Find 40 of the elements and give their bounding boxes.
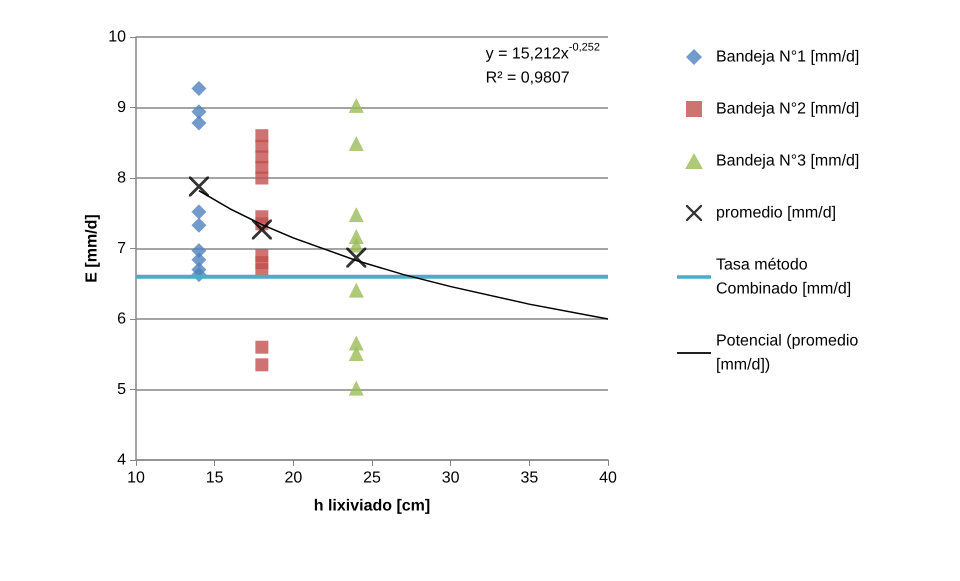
x-tick-label: 25 <box>363 470 381 486</box>
x-tick-label: 20 <box>284 470 302 486</box>
point <box>191 80 206 96</box>
legend-label: Bandeja N°1 [mm/d] <box>716 48 860 66</box>
legend-label: Bandeja N°3 [mm/d] <box>716 152 860 170</box>
point <box>346 248 366 268</box>
point <box>191 116 206 131</box>
y-axis-title: E [mm/d] <box>84 214 100 283</box>
point <box>255 358 268 372</box>
point <box>348 346 364 362</box>
point <box>348 207 364 222</box>
x-tick-label: 40 <box>599 470 617 486</box>
point <box>188 176 209 196</box>
point <box>191 104 206 120</box>
y-tick-label: 7 <box>117 240 126 257</box>
x-tick-label: 30 <box>442 470 460 486</box>
legend-label: Tasa método Combinado [mm/d] <box>716 256 852 298</box>
y-tick-label: 5 <box>117 381 126 398</box>
point <box>348 380 364 396</box>
point <box>348 98 364 113</box>
point <box>348 282 364 298</box>
legend-label: Potencial (promedio [mm/d]) <box>716 332 863 374</box>
x-tick-label: 15 <box>206 470 224 486</box>
point <box>255 172 268 184</box>
x-tick-label: 35 <box>520 470 538 486</box>
legend-label: promedio [mm/d] <box>716 204 836 222</box>
point <box>255 340 268 354</box>
y-tick-label: 10 <box>108 28 126 46</box>
point <box>348 335 364 350</box>
y-tick-label: 9 <box>117 99 126 116</box>
legend-label: Bandeja N°2 [mm/d] <box>716 100 860 118</box>
y-tick-label: 4 <box>117 452 126 468</box>
point <box>252 219 272 240</box>
point <box>191 218 206 233</box>
y-tick-label: 6 <box>117 310 126 328</box>
point <box>191 204 206 220</box>
y-tick-label: 8 <box>117 170 126 186</box>
point <box>348 136 364 151</box>
annotation: R² = 0,9807 <box>486 70 570 86</box>
x-axis-title: h lixiviado [cm] <box>314 498 430 514</box>
